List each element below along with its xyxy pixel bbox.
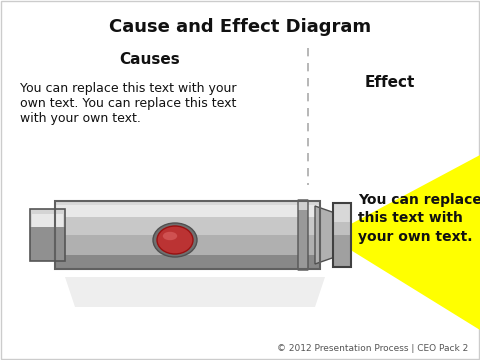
Bar [333,203,351,222]
Bar [55,217,320,235]
Bar [298,200,308,210]
Bar [55,235,320,255]
Bar [333,222,351,235]
Text: You can replace this text with your
own text. You can replace this text
with you: You can replace this text with your own … [20,82,237,125]
Bar [30,209,65,227]
Polygon shape [349,155,480,330]
Text: You can replace
this text with
your own text.: You can replace this text with your own … [358,193,480,244]
Bar [55,255,320,269]
Bar [55,201,320,205]
Ellipse shape [153,223,197,257]
Text: Effect: Effect [365,75,415,90]
Bar [30,209,65,261]
Bar [333,203,351,267]
Bar [298,200,308,270]
Ellipse shape [163,232,177,240]
Polygon shape [65,277,325,307]
Ellipse shape [157,226,193,254]
Bar [55,205,320,217]
Polygon shape [315,206,335,264]
Bar [32,214,63,227]
Text: Causes: Causes [120,52,180,67]
Text: Cause and Effect Diagram: Cause and Effect Diagram [109,18,371,36]
Text: © 2012 Presentation Process | CEO Pack 2: © 2012 Presentation Process | CEO Pack 2 [277,344,468,353]
